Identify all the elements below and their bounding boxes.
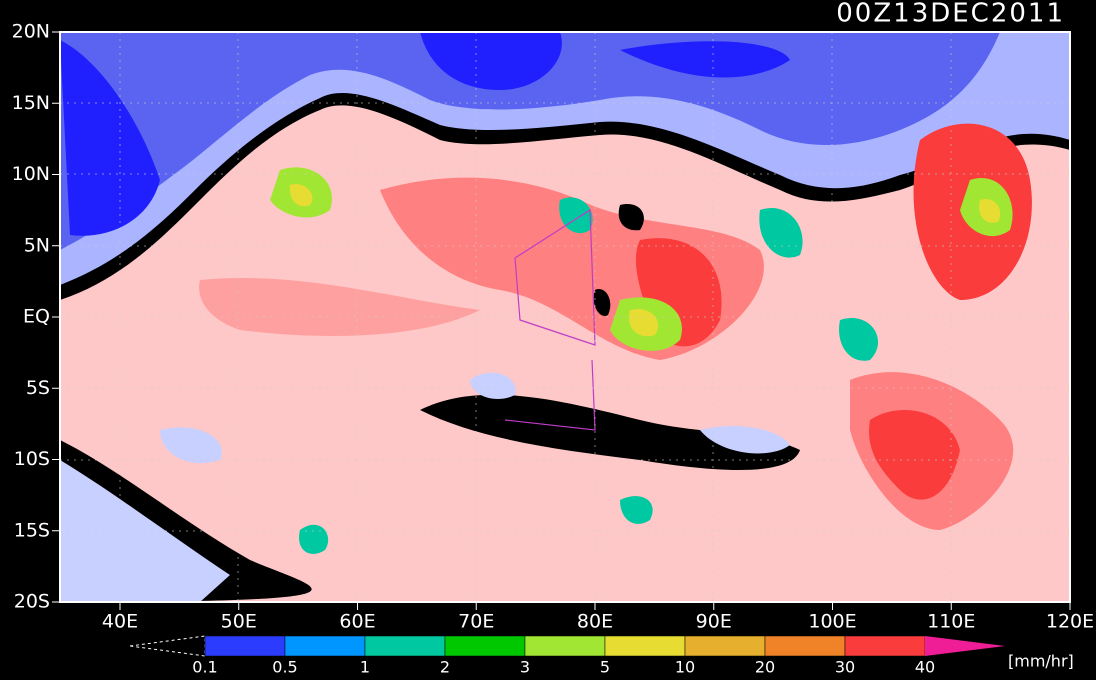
lat-label: 20S — [14, 591, 50, 613]
title: 00Z13DEC2011 — [836, 0, 1065, 29]
colorbar-segment — [444, 635, 526, 657]
lat-label: 10S — [14, 448, 50, 470]
colorbar-segment — [364, 635, 446, 657]
axes: 20N 15N 10N 5N EQ 5S 10S 15S 20S 40E 50E 60E 70E 80E 9… — [12, 21, 1095, 633]
colorbar-label: 2 — [440, 658, 450, 677]
colorbar-label: 0.1 — [192, 658, 217, 677]
colorbar-segment — [604, 635, 686, 657]
lon-label: 110E — [927, 611, 975, 633]
colorbar-over — [925, 636, 1005, 656]
colorbar: 0.1 0.5 1 2 3 5 10 20 30 40 [mm/hr] — [129, 635, 1074, 677]
colorbar-label: 5 — [600, 658, 610, 677]
colorbar-segment — [844, 635, 926, 657]
lat-label: 5S — [26, 377, 50, 399]
colorbar-label: 30 — [835, 658, 855, 677]
lat-label: 5N — [24, 234, 50, 256]
colorbar-unit: [mm/hr] — [1008, 652, 1074, 671]
colorbar-label: 0.5 — [272, 658, 297, 677]
colorbar-label: 20 — [755, 658, 775, 677]
lon-label: 40E — [102, 611, 138, 633]
colorbar-label: 1 — [360, 658, 370, 677]
colorbar-label: 40 — [915, 658, 935, 677]
lat-label: 10N — [12, 163, 50, 185]
lon-label: 60E — [339, 611, 375, 633]
lon-label: 70E — [458, 611, 494, 633]
lon-label: 90E — [696, 611, 732, 633]
colorbar-segment — [764, 635, 846, 657]
lon-label: 80E — [577, 611, 613, 633]
colorbar-under — [129, 635, 206, 657]
lat-label: 15N — [12, 92, 50, 114]
colorbar-label: 3 — [520, 658, 530, 677]
colorbar-segment — [284, 635, 366, 657]
lon-label: 50E — [221, 611, 257, 633]
lat-label: 15S — [14, 519, 50, 541]
lon-label: 100E — [808, 611, 856, 633]
lat-label: 20N — [12, 21, 50, 43]
colorbar-segment — [524, 635, 606, 657]
lat-label: EQ — [23, 306, 50, 328]
lon-label: 120E — [1046, 611, 1094, 633]
colorbar-label: 10 — [675, 658, 695, 677]
colorbar-segment — [684, 635, 766, 657]
colorbar-segment — [204, 635, 286, 657]
map — [59, 31, 1071, 603]
